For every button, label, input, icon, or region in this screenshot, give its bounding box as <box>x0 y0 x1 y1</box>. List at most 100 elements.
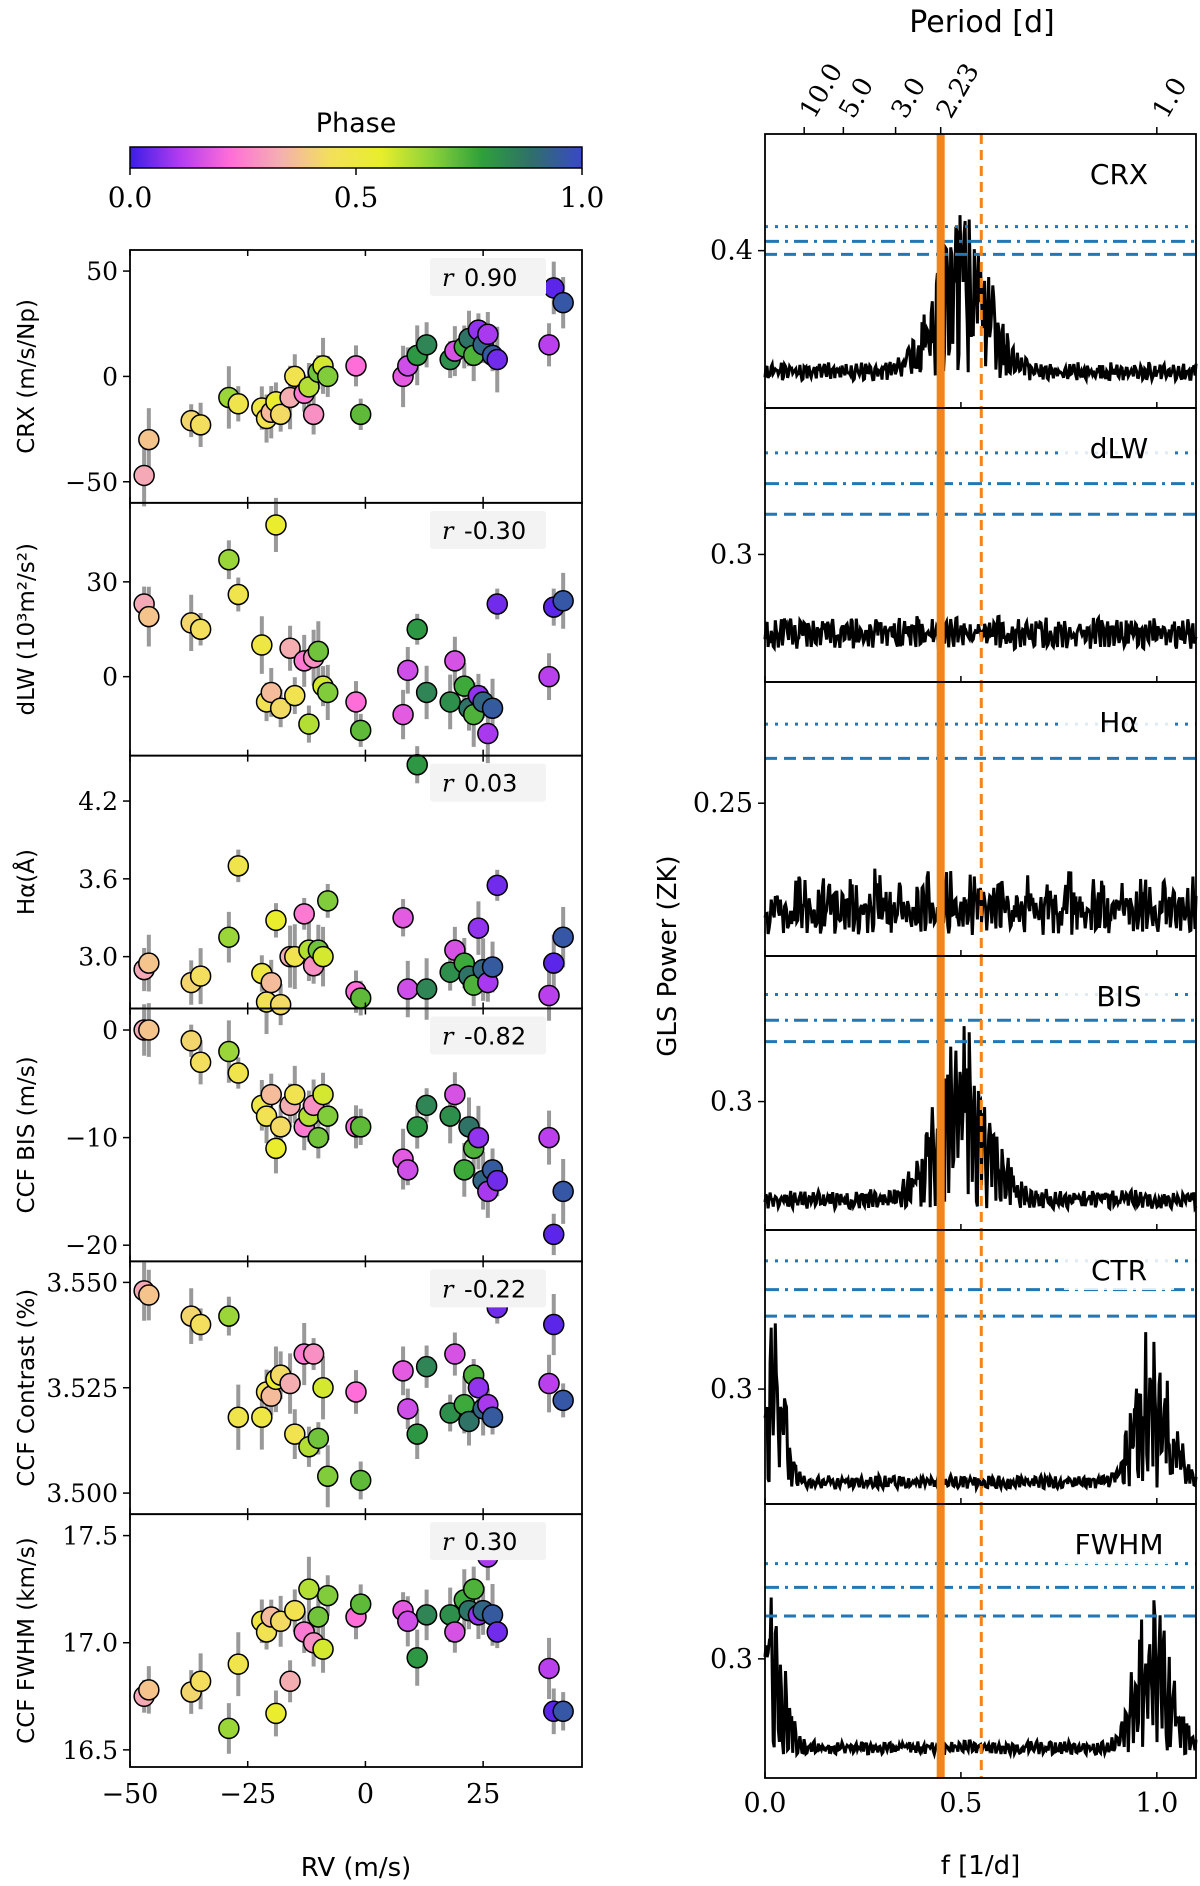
colorbar-tick-label: 1.0 <box>560 181 605 214</box>
data-point <box>269 1116 292 1138</box>
gls-panel-1: 0.3 dLW <box>710 407 1198 683</box>
x-tick-label: 25 <box>466 1779 500 1810</box>
data-point <box>284 1423 306 1445</box>
data-point <box>444 1343 466 1365</box>
panel-label: dLW <box>1090 432 1149 465</box>
y-tick-label: 0 <box>102 1016 118 1045</box>
data-point <box>538 1126 560 1149</box>
y-axis-label: GLS Power (ZK) <box>653 855 683 1056</box>
data-point <box>444 1083 466 1106</box>
rv-correlation-grid: 50 0 −50 r 0.90 CRX (m/s/Np) 30 0 r -0.30 dLW (10³… <box>12 249 583 1883</box>
correlation-value: -0.82 <box>464 1023 526 1051</box>
data-point <box>307 1427 330 1450</box>
y-tick-label: 0.3 <box>710 1374 753 1405</box>
data-point <box>307 1606 330 1628</box>
panel-frame <box>129 1513 583 1768</box>
data-point <box>227 393 250 415</box>
scatter-panel-5: 17.5 17.0 16.5 r 0.30 CCF FWHM (km/s) <box>14 1513 583 1768</box>
correlation-symbol: r <box>442 770 455 798</box>
data-point <box>453 1159 476 1181</box>
period-tick-label: 3.0 <box>886 73 933 124</box>
y-tick-label: 3.6 <box>78 865 118 894</box>
data-point <box>260 971 282 994</box>
data-point <box>481 697 504 720</box>
colorbar-tick-label: 0.0 <box>108 181 153 214</box>
gls-power-curve <box>763 613 1198 653</box>
data-point <box>218 1717 240 1740</box>
data-point <box>552 1389 574 1412</box>
data-point <box>279 1670 301 1693</box>
data-point <box>180 1030 202 1052</box>
x-tick-label: 0 <box>357 1779 374 1810</box>
colorbar-gradient <box>129 146 583 169</box>
data-point <box>349 1469 372 1492</box>
correlation-value: -0.22 <box>464 1275 526 1303</box>
y-axis-label: dLW (10³m²/s²) <box>14 543 40 715</box>
panel-label-box <box>1064 426 1174 468</box>
data-point <box>227 855 250 877</box>
y-axis-label: CCF FWHM (km/s) <box>14 1537 40 1743</box>
data-point <box>538 334 560 356</box>
colorbar-label: Phase <box>316 108 397 139</box>
gls-panel-3: 0.3 BIS <box>710 955 1198 1231</box>
data-point <box>486 1169 508 1192</box>
y-tick-label: 0 <box>102 663 118 692</box>
correlation-box <box>430 258 546 296</box>
data-point <box>284 1083 306 1106</box>
y-tick-label: 0 <box>102 362 118 391</box>
data-point <box>406 753 428 776</box>
y-tick-label: 0.3 <box>710 1087 753 1118</box>
data-point <box>467 917 490 939</box>
data-point <box>538 665 560 688</box>
correlation-value: 0.03 <box>464 770 517 798</box>
data-point <box>138 428 160 451</box>
data-point <box>265 909 287 932</box>
data-point <box>439 1105 461 1127</box>
data-point <box>312 1377 334 1399</box>
data-point <box>406 1116 428 1138</box>
data-point <box>458 1410 480 1433</box>
data-point <box>317 890 339 912</box>
panel-label: CRX <box>1090 158 1148 191</box>
data-point <box>302 403 325 426</box>
data-point <box>317 365 339 388</box>
y-tick-label: 3.550 <box>46 1268 118 1297</box>
y-tick-label: −50 <box>65 468 118 497</box>
y-tick-label: −10 <box>65 1124 118 1153</box>
period-axis-label: Period [d] <box>909 5 1055 40</box>
y-tick-label: 3.0 <box>78 943 118 972</box>
data-point <box>189 1670 212 1693</box>
data-point <box>415 681 438 704</box>
gls-power-curve <box>763 868 1198 935</box>
data-point <box>392 1360 414 1382</box>
data-point <box>307 1126 330 1149</box>
panel-label: Hα <box>1099 706 1139 739</box>
panel-label-box <box>1064 1522 1174 1564</box>
data-point <box>486 348 508 371</box>
data-point <box>227 1406 250 1428</box>
data-point <box>265 1702 287 1725</box>
phase-colorbar: Phase 0.0 0.5 1.0 <box>108 108 605 214</box>
data-point <box>189 1313 212 1336</box>
data-point <box>260 681 282 704</box>
data-point <box>538 1657 560 1680</box>
data-point <box>415 978 438 1000</box>
data-point <box>439 691 461 713</box>
y-tick-label: 17.5 <box>62 1522 118 1551</box>
data-point <box>189 1051 212 1074</box>
data-point <box>189 414 212 436</box>
gls-panel-5: 0.3 FWHM <box>710 1503 1198 1779</box>
y-axis-label: CCF BIS (m/s) <box>14 1056 40 1213</box>
data-point <box>349 403 372 426</box>
data-point <box>349 1116 372 1138</box>
data-point <box>312 945 334 968</box>
data-point <box>552 926 574 948</box>
data-point <box>397 978 419 1000</box>
data-point <box>345 1381 367 1403</box>
y-tick-label: 3.525 <box>46 1374 118 1403</box>
data-point <box>293 903 315 925</box>
x-tick-label: −50 <box>102 1779 159 1810</box>
y-tick-label: 0.4 <box>710 236 753 267</box>
data-point <box>298 713 320 735</box>
gls-panel-2: 0.25 Hα <box>693 681 1198 957</box>
